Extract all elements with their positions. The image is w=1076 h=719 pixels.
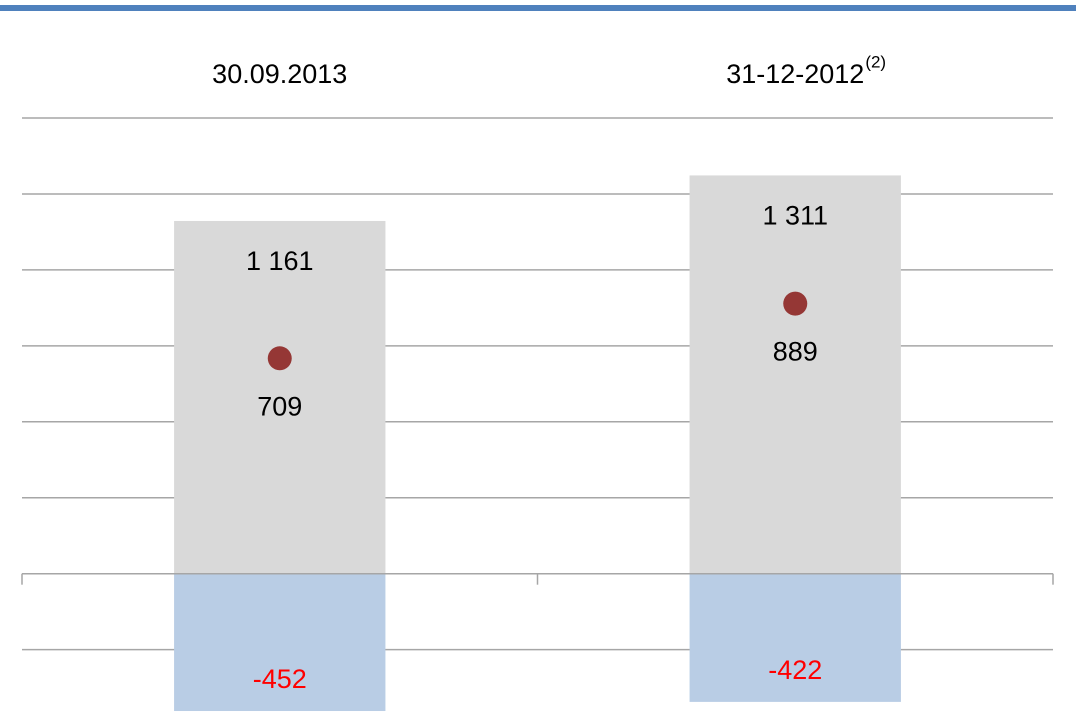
- header-bar: [0, 5, 1076, 11]
- category-note: (2): [865, 52, 886, 71]
- data-label: -452: [253, 664, 307, 694]
- negative-bar: [689, 573, 901, 702]
- category-label: 31-12-2012: [726, 59, 864, 89]
- data-label: -422: [768, 655, 822, 685]
- data-label: 1 161: [246, 246, 314, 276]
- data-label: 1 311: [762, 201, 828, 231]
- net-marker: [783, 291, 808, 316]
- net-label: 709: [257, 391, 302, 421]
- negative-bar: [174, 573, 386, 712]
- positive-bar: [174, 220, 386, 574]
- positive-bar: [689, 175, 901, 574]
- net-label: 889: [773, 337, 818, 367]
- category-label: 30.09.2013: [212, 59, 347, 89]
- net-marker: [267, 346, 292, 371]
